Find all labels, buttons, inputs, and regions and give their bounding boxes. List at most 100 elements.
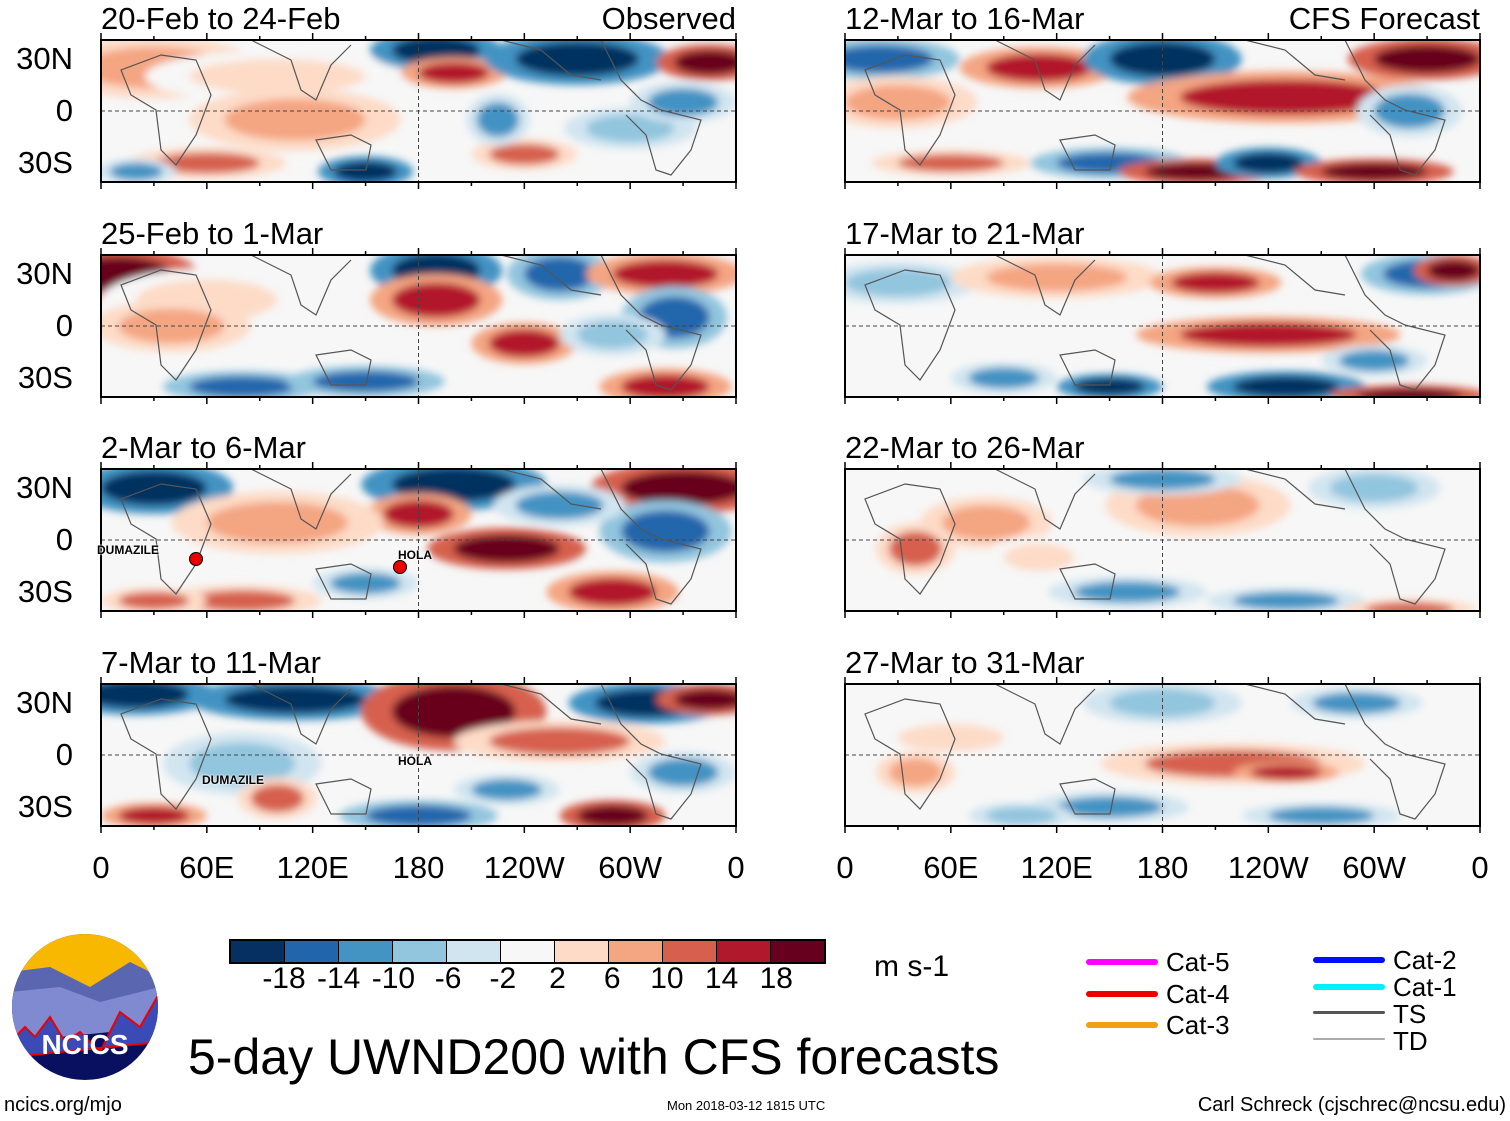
anomaly-contour [189, 59, 366, 94]
colorbar-tick-label: 2 [549, 962, 566, 995]
anomaly-contour [1374, 45, 1480, 73]
storm-legend-label: Cat-1 [1393, 972, 1457, 1002]
anomaly-contour [1365, 602, 1454, 611]
url-link[interactable]: ncics.org/mjo [4, 1094, 122, 1116]
colorbar-swatch [609, 941, 663, 962]
anomaly-contour [621, 470, 736, 506]
uwnd-map-panel [844, 677, 1481, 833]
anomaly-contour [674, 689, 736, 710]
ncics-logo: NCICS [12, 934, 158, 1080]
units-label: m s-1 [874, 950, 949, 983]
anomaly-contour [118, 807, 190, 825]
lon-tick-label: 60E [179, 850, 235, 885]
colorbar-tick-label: -2 [489, 962, 517, 995]
anomaly-contour [1109, 689, 1216, 717]
lon-tick-label: 0 [727, 850, 745, 885]
anomaly-contour [1427, 260, 1480, 281]
panel-date-range: 2-Mar to 6-Mar [101, 430, 306, 465]
anomaly-contour [897, 154, 1004, 172]
anomaly-contour [189, 376, 296, 397]
panel-date-range: 20-Feb to 24-Feb [101, 1, 341, 36]
anomaly-contour [586, 114, 675, 143]
lat-tick-label: 0 [55, 308, 73, 343]
anomaly-contour [889, 758, 943, 787]
lon-tick-label: 120E [276, 850, 349, 885]
anomaly-contour [312, 371, 419, 392]
anomaly-contour [453, 534, 560, 563]
column-label: Observed [601, 1, 736, 36]
anomaly-contour [1074, 581, 1181, 603]
panel-date-range: 12-Mar to 16-Mar [845, 1, 1085, 36]
colorbar-swatch [339, 941, 393, 962]
anomaly-contour [577, 805, 648, 826]
storm-label: HOLA [398, 754, 432, 768]
uwnd-map-panel [100, 677, 737, 833]
anomaly-contour [392, 282, 481, 318]
anomaly-contour [515, 491, 604, 520]
anomaly-contour [845, 45, 934, 73]
timestamp: Mon 2018-03-12 1815 UTC [667, 1098, 826, 1113]
lon-tick-label: 0 [92, 850, 110, 885]
storm-label: DUMAZILE [202, 773, 264, 787]
colorbar-tick-label: 10 [650, 962, 684, 995]
uwnd-map-panel [844, 33, 1481, 189]
anomaly-contour [206, 501, 348, 544]
anomaly-contour [1330, 474, 1419, 502]
panel-date-range: 25-Feb to 1-Mar [101, 216, 324, 251]
uwnd-map-panel [844, 462, 1481, 618]
anomaly-contour [612, 260, 719, 288]
storm-legend-line [1086, 1022, 1158, 1028]
anomaly-contour [333, 161, 398, 182]
anomaly-contour [577, 320, 648, 349]
lat-tick-label: 0 [55, 522, 73, 557]
anomaly-contour [1180, 79, 1392, 115]
storm-label: DUMAZILE [97, 543, 159, 557]
anomaly-contour [568, 578, 657, 606]
storm-label: HOLA [398, 548, 432, 562]
lat-tick-label: 30N [16, 685, 73, 720]
anomaly-contour [1233, 592, 1339, 610]
colorbar-swatch [447, 941, 501, 962]
lat-tick-label: 30S [17, 789, 73, 824]
storm-legend-line [1086, 991, 1158, 997]
anomaly-contour [515, 41, 639, 77]
uwnd-map-panel [844, 248, 1481, 404]
anomaly-contour [674, 50, 736, 75]
svg-text:NCICS: NCICS [41, 1029, 128, 1060]
anomaly-contour [621, 510, 710, 553]
colorbar-swatch [663, 941, 717, 962]
panel-date-range: 7-Mar to 11-Mar [101, 645, 321, 680]
uwnd-map-panel [100, 462, 737, 618]
anomaly-contour [224, 98, 366, 141]
colorbar-tick-label: 6 [603, 962, 621, 995]
colorbar-tick-label: 14 [704, 962, 739, 995]
anomaly-contour [1268, 807, 1375, 825]
anomaly-contour [101, 684, 190, 709]
colorbar-swatch [771, 941, 824, 962]
colorbar-tick-label: -14 [317, 962, 361, 995]
colorbar-swatch [555, 941, 609, 962]
hurricane-symbol-icon [393, 560, 407, 574]
storm-legend-label: Cat-4 [1166, 979, 1230, 1009]
storm-legend-line [1313, 1011, 1385, 1014]
anomaly-contour [224, 685, 366, 714]
anomaly-contour [1233, 376, 1339, 397]
anomaly-contour [1321, 163, 1428, 181]
lon-tick-label: 180 [392, 850, 445, 885]
colorbar-swatch [393, 941, 447, 962]
anomaly-contour [845, 268, 951, 297]
anomaly-contour [1312, 692, 1401, 714]
anomaly-contour [1356, 388, 1463, 397]
storm-legend-label: TD [1393, 1026, 1428, 1056]
storm-legend-label: TS [1393, 999, 1427, 1029]
colorbar-tick-label: -18 [262, 962, 306, 995]
lat-tick-label: 30N [16, 256, 73, 291]
anomaly-contour [1233, 152, 1304, 174]
anomaly-contour [1109, 41, 1216, 77]
anomaly-contour [897, 723, 1004, 752]
anomaly-contour [986, 263, 1128, 292]
anomaly-contour [621, 374, 710, 397]
lat-tick-label: 30S [17, 574, 73, 609]
colorbar-swatch [285, 941, 339, 962]
lon-tick-label: 120W [1227, 850, 1309, 885]
